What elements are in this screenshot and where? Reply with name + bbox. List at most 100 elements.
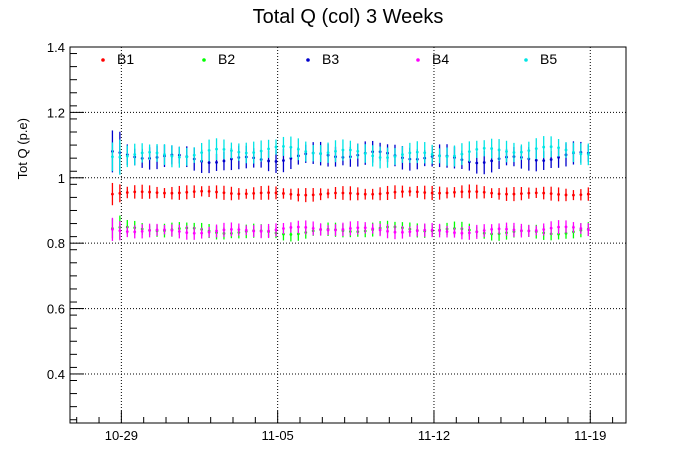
data-point bbox=[155, 191, 159, 195]
data-point bbox=[572, 150, 575, 154]
data-point bbox=[289, 156, 293, 160]
y-tick-label: 0.6 bbox=[47, 302, 65, 317]
data-point bbox=[125, 154, 129, 158]
data-point bbox=[445, 230, 449, 234]
data-point bbox=[549, 226, 553, 230]
data-point bbox=[490, 147, 494, 150]
data-point bbox=[378, 192, 382, 196]
data-point bbox=[430, 152, 434, 156]
data-point bbox=[215, 190, 218, 194]
data-point bbox=[111, 155, 114, 159]
data-point bbox=[408, 151, 412, 155]
data-point bbox=[140, 151, 144, 155]
data-point bbox=[259, 230, 263, 233]
x-tick-label: 11-19 bbox=[574, 428, 606, 443]
data-point bbox=[564, 148, 568, 152]
data-point bbox=[534, 229, 538, 232]
data-point bbox=[564, 193, 568, 197]
data-point bbox=[207, 190, 211, 193]
data-point bbox=[237, 192, 241, 196]
data-point bbox=[549, 145, 553, 149]
data-point bbox=[341, 191, 345, 195]
legend-label: B4 bbox=[432, 51, 449, 67]
data-point bbox=[274, 191, 278, 195]
data-point bbox=[237, 228, 241, 231]
data-point bbox=[408, 190, 412, 193]
data-point bbox=[415, 190, 419, 194]
data-point bbox=[289, 233, 293, 236]
data-point bbox=[430, 228, 434, 232]
data-point bbox=[118, 229, 122, 233]
data-point bbox=[215, 147, 218, 151]
data-point bbox=[163, 153, 166, 156]
legend-marker bbox=[524, 58, 528, 62]
data-point bbox=[140, 229, 144, 233]
plot-frame bbox=[69, 46, 627, 424]
y-tick-label: 0.4 bbox=[47, 367, 65, 382]
data-point bbox=[118, 191, 122, 195]
data-point bbox=[282, 145, 285, 148]
data-point bbox=[482, 146, 486, 150]
data-point bbox=[192, 231, 196, 235]
y-tick-label: 1.4 bbox=[47, 40, 65, 55]
data-point bbox=[207, 230, 211, 234]
chart-title: Total Q (col) 3 Weeks bbox=[253, 6, 444, 28]
data-point bbox=[244, 228, 248, 232]
data-point bbox=[467, 190, 471, 193]
series-B4 bbox=[111, 217, 590, 241]
data-point bbox=[557, 146, 560, 150]
data-point bbox=[319, 152, 323, 155]
data-point bbox=[579, 227, 583, 230]
legend-label: B2 bbox=[218, 51, 235, 67]
data-point bbox=[222, 191, 226, 195]
data-point bbox=[222, 228, 226, 232]
data-point bbox=[579, 193, 583, 197]
data-point bbox=[244, 192, 248, 196]
data-point bbox=[438, 154, 441, 158]
data-point bbox=[229, 192, 233, 195]
data-point bbox=[423, 228, 427, 232]
data-point bbox=[475, 230, 479, 234]
legend: B1 B2 B3 B4 B5 bbox=[101, 51, 557, 67]
data-point bbox=[497, 148, 501, 152]
data-point bbox=[274, 228, 278, 232]
data-point bbox=[177, 155, 181, 159]
series-B5 bbox=[111, 136, 590, 175]
data-point bbox=[475, 161, 479, 165]
data-point bbox=[252, 151, 256, 154]
data-point bbox=[415, 229, 419, 233]
data-point bbox=[356, 192, 360, 196]
grid bbox=[70, 47, 626, 423]
data-point bbox=[252, 191, 256, 195]
data-point bbox=[177, 230, 181, 233]
data-point bbox=[586, 192, 590, 196]
data-point bbox=[170, 154, 174, 158]
data-point bbox=[527, 191, 531, 195]
data-point bbox=[401, 230, 404, 234]
legend-marker bbox=[416, 58, 420, 62]
data-point bbox=[163, 191, 166, 195]
data-point bbox=[460, 152, 464, 156]
y-axis-label: Tot Q (p.e) bbox=[15, 118, 30, 179]
data-point bbox=[482, 161, 486, 164]
data-point bbox=[534, 147, 538, 151]
data-point bbox=[148, 150, 152, 154]
legend-label: B1 bbox=[117, 51, 134, 67]
data-point bbox=[505, 150, 508, 153]
data-point bbox=[371, 192, 375, 196]
data-point bbox=[319, 192, 323, 196]
data-point bbox=[319, 228, 323, 231]
data-point bbox=[542, 228, 546, 231]
data-point bbox=[572, 193, 575, 197]
data-point bbox=[453, 231, 456, 235]
data-point bbox=[505, 192, 508, 196]
data-point bbox=[133, 190, 137, 194]
data-point bbox=[118, 155, 122, 159]
data-point bbox=[557, 155, 560, 159]
data-point bbox=[304, 193, 308, 197]
data-point bbox=[177, 191, 181, 195]
data-point bbox=[423, 151, 427, 155]
data-point bbox=[438, 191, 441, 195]
data-point bbox=[170, 191, 174, 195]
